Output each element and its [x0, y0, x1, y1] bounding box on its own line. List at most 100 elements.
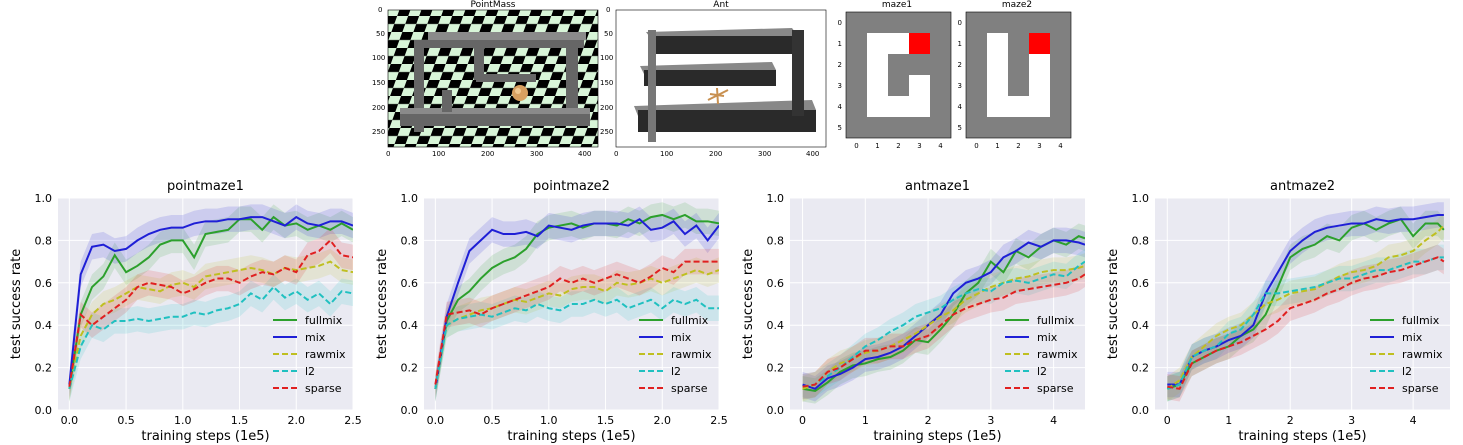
- legend-label-sparse: sparse: [1402, 382, 1439, 395]
- wall-cell: [888, 117, 909, 138]
- wall-cell: [930, 117, 951, 138]
- x-tick-label: 0.0: [427, 414, 445, 427]
- y-tick-label: 0.4: [1132, 319, 1150, 332]
- chart-pointmaze1: pointmaze1 0.0 0.2 0.4 0.6 0.8 1.0 0.0 0.5 1.0 1.5…: [9, 179, 362, 444]
- y-tick: 100: [600, 54, 614, 62]
- x-tick: 300: [530, 150, 544, 158]
- x-tick-label: 1.0: [540, 414, 558, 427]
- x-axis-label: training steps (1e5): [141, 429, 269, 444]
- y-tick: 200: [600, 104, 614, 112]
- x-tick: 200: [709, 150, 723, 158]
- confidence-band-sparse: [802, 261, 1085, 400]
- y-tick: 0: [958, 19, 962, 27]
- wall-cell: [1050, 117, 1071, 138]
- y-tick-label: 0.8: [767, 234, 785, 247]
- legend-label-l2: l2: [305, 365, 315, 378]
- x-tick: 2: [896, 142, 900, 150]
- legend-label-mix: mix: [1037, 331, 1058, 344]
- wall-cell: [1008, 54, 1029, 75]
- legend-label-mix: mix: [305, 331, 326, 344]
- chart-pointmaze2: pointmaze2 0.0 0.2 0.4 0.6 0.8 1.0 0.0 0.5 1.0 1.5…: [375, 179, 728, 444]
- y-tick-label: 0.6: [401, 277, 419, 290]
- free-cell: [1029, 54, 1050, 75]
- x-tick-label: 0: [1164, 414, 1171, 427]
- confidence-band-sparse: [1167, 244, 1444, 402]
- y-tick-label: 0.4: [35, 319, 53, 332]
- confidence-band-sparse: [435, 248, 719, 398]
- y-tick-label: 0.4: [401, 319, 419, 332]
- x-tick-label: 1: [1225, 414, 1232, 427]
- y-tick-label: 0.8: [1132, 234, 1150, 247]
- series-line-l2: [802, 260, 1085, 388]
- chart-antmaze1: antmaze1 0.0 0.2 0.4 0.6 0.8 1.0 0 1 2 3 4 training …: [741, 179, 1085, 444]
- wall-cell: [987, 12, 1008, 33]
- legend-label-fullmix: fullmix: [1402, 314, 1440, 327]
- wall-cell: [846, 96, 867, 117]
- x-tick-label: 1: [862, 414, 869, 427]
- legend-label-fullmix: fullmix: [1037, 314, 1075, 327]
- x-axis-label: training steps (1e5): [507, 429, 635, 444]
- series-line-l2: [68, 285, 353, 390]
- goal-cell: [1029, 33, 1050, 54]
- legend-label-l2: l2: [1402, 365, 1412, 378]
- confidence-band-rawmix: [802, 253, 1085, 402]
- wall-cell: [1050, 96, 1071, 117]
- pointmass-render: [387, 9, 599, 148]
- y-tick: 2: [958, 61, 962, 69]
- top-panel-ant: Ant 0 50 100 150 200 250 0 100 200 300 4…: [600, 0, 830, 162]
- y-tick: 50: [604, 30, 613, 38]
- x-tick-label: 2: [1287, 414, 1294, 427]
- wall-cell: [1008, 12, 1029, 33]
- legend-label-mix: mix: [671, 331, 692, 344]
- x-tick-label: 1.5: [597, 414, 615, 427]
- wall-cell: [909, 12, 930, 33]
- panel-title: maze1: [881, 0, 913, 10]
- legend-label-fullmix: fullmix: [305, 314, 343, 327]
- wall-cell: [930, 75, 951, 96]
- wall-cell: [930, 54, 951, 75]
- confidence-band-mix: [435, 206, 719, 402]
- x-tick-label: 1.0: [174, 414, 192, 427]
- y-tick-label: 0.8: [35, 234, 53, 247]
- confidence-band-fullmix: [435, 202, 719, 402]
- y-tick: 0: [378, 6, 383, 14]
- x-tick-label: 2.0: [654, 414, 672, 427]
- confidence-band-l2: [435, 287, 719, 402]
- y-tick-label: 1.0: [35, 192, 53, 205]
- x-tick-label: 3: [987, 414, 994, 427]
- x-tick-label: 0.0: [61, 414, 79, 427]
- series-line-sparse: [434, 260, 719, 385]
- top-panel-maze2: maze2 0 1 2 3 4 5 0 1 2 3 4: [952, 0, 1072, 162]
- wall-cell: [966, 33, 987, 54]
- y-tick-label: 0.2: [401, 362, 419, 375]
- wall-cell: [867, 117, 888, 138]
- chart-title: antmaze1: [905, 179, 970, 194]
- x-tick: 3: [1037, 142, 1041, 150]
- y-tick-label: 0.2: [767, 362, 785, 375]
- wall-cell: [1008, 75, 1029, 96]
- y-tick: 2: [838, 61, 842, 69]
- x-tick: 0: [974, 142, 978, 150]
- y-tick-label: 1.0: [1132, 192, 1150, 205]
- wall-cell: [966, 54, 987, 75]
- y-tick: 1: [838, 40, 842, 48]
- wall-cell: [867, 12, 888, 33]
- free-cell: [987, 54, 1008, 75]
- y-tick-label: 0.0: [401, 404, 419, 417]
- top-panel-maze1: maze1 0 1 2 3 4 5 0 1 2 3 4: [832, 0, 952, 162]
- wall-cell: [846, 75, 867, 96]
- free-cell: [909, 96, 930, 117]
- free-cell: [1029, 75, 1050, 96]
- legend-label-sparse: sparse: [305, 382, 342, 395]
- y-tick: 5: [838, 124, 842, 132]
- y-tick: 150: [372, 79, 386, 87]
- series-line-fullmix: [68, 215, 353, 389]
- ant-render: [615, 9, 827, 148]
- y-tick: 1: [958, 40, 962, 48]
- x-tick-label: 3: [1348, 414, 1355, 427]
- legend-label-rawmix: rawmix: [1402, 348, 1443, 361]
- series-line-mix: [68, 215, 353, 385]
- confidence-band-rawmix: [69, 248, 353, 402]
- wall-cell: [846, 117, 867, 138]
- maze1-grid: 0 1 2 3 4 5 0 1 2 3 4: [838, 11, 952, 150]
